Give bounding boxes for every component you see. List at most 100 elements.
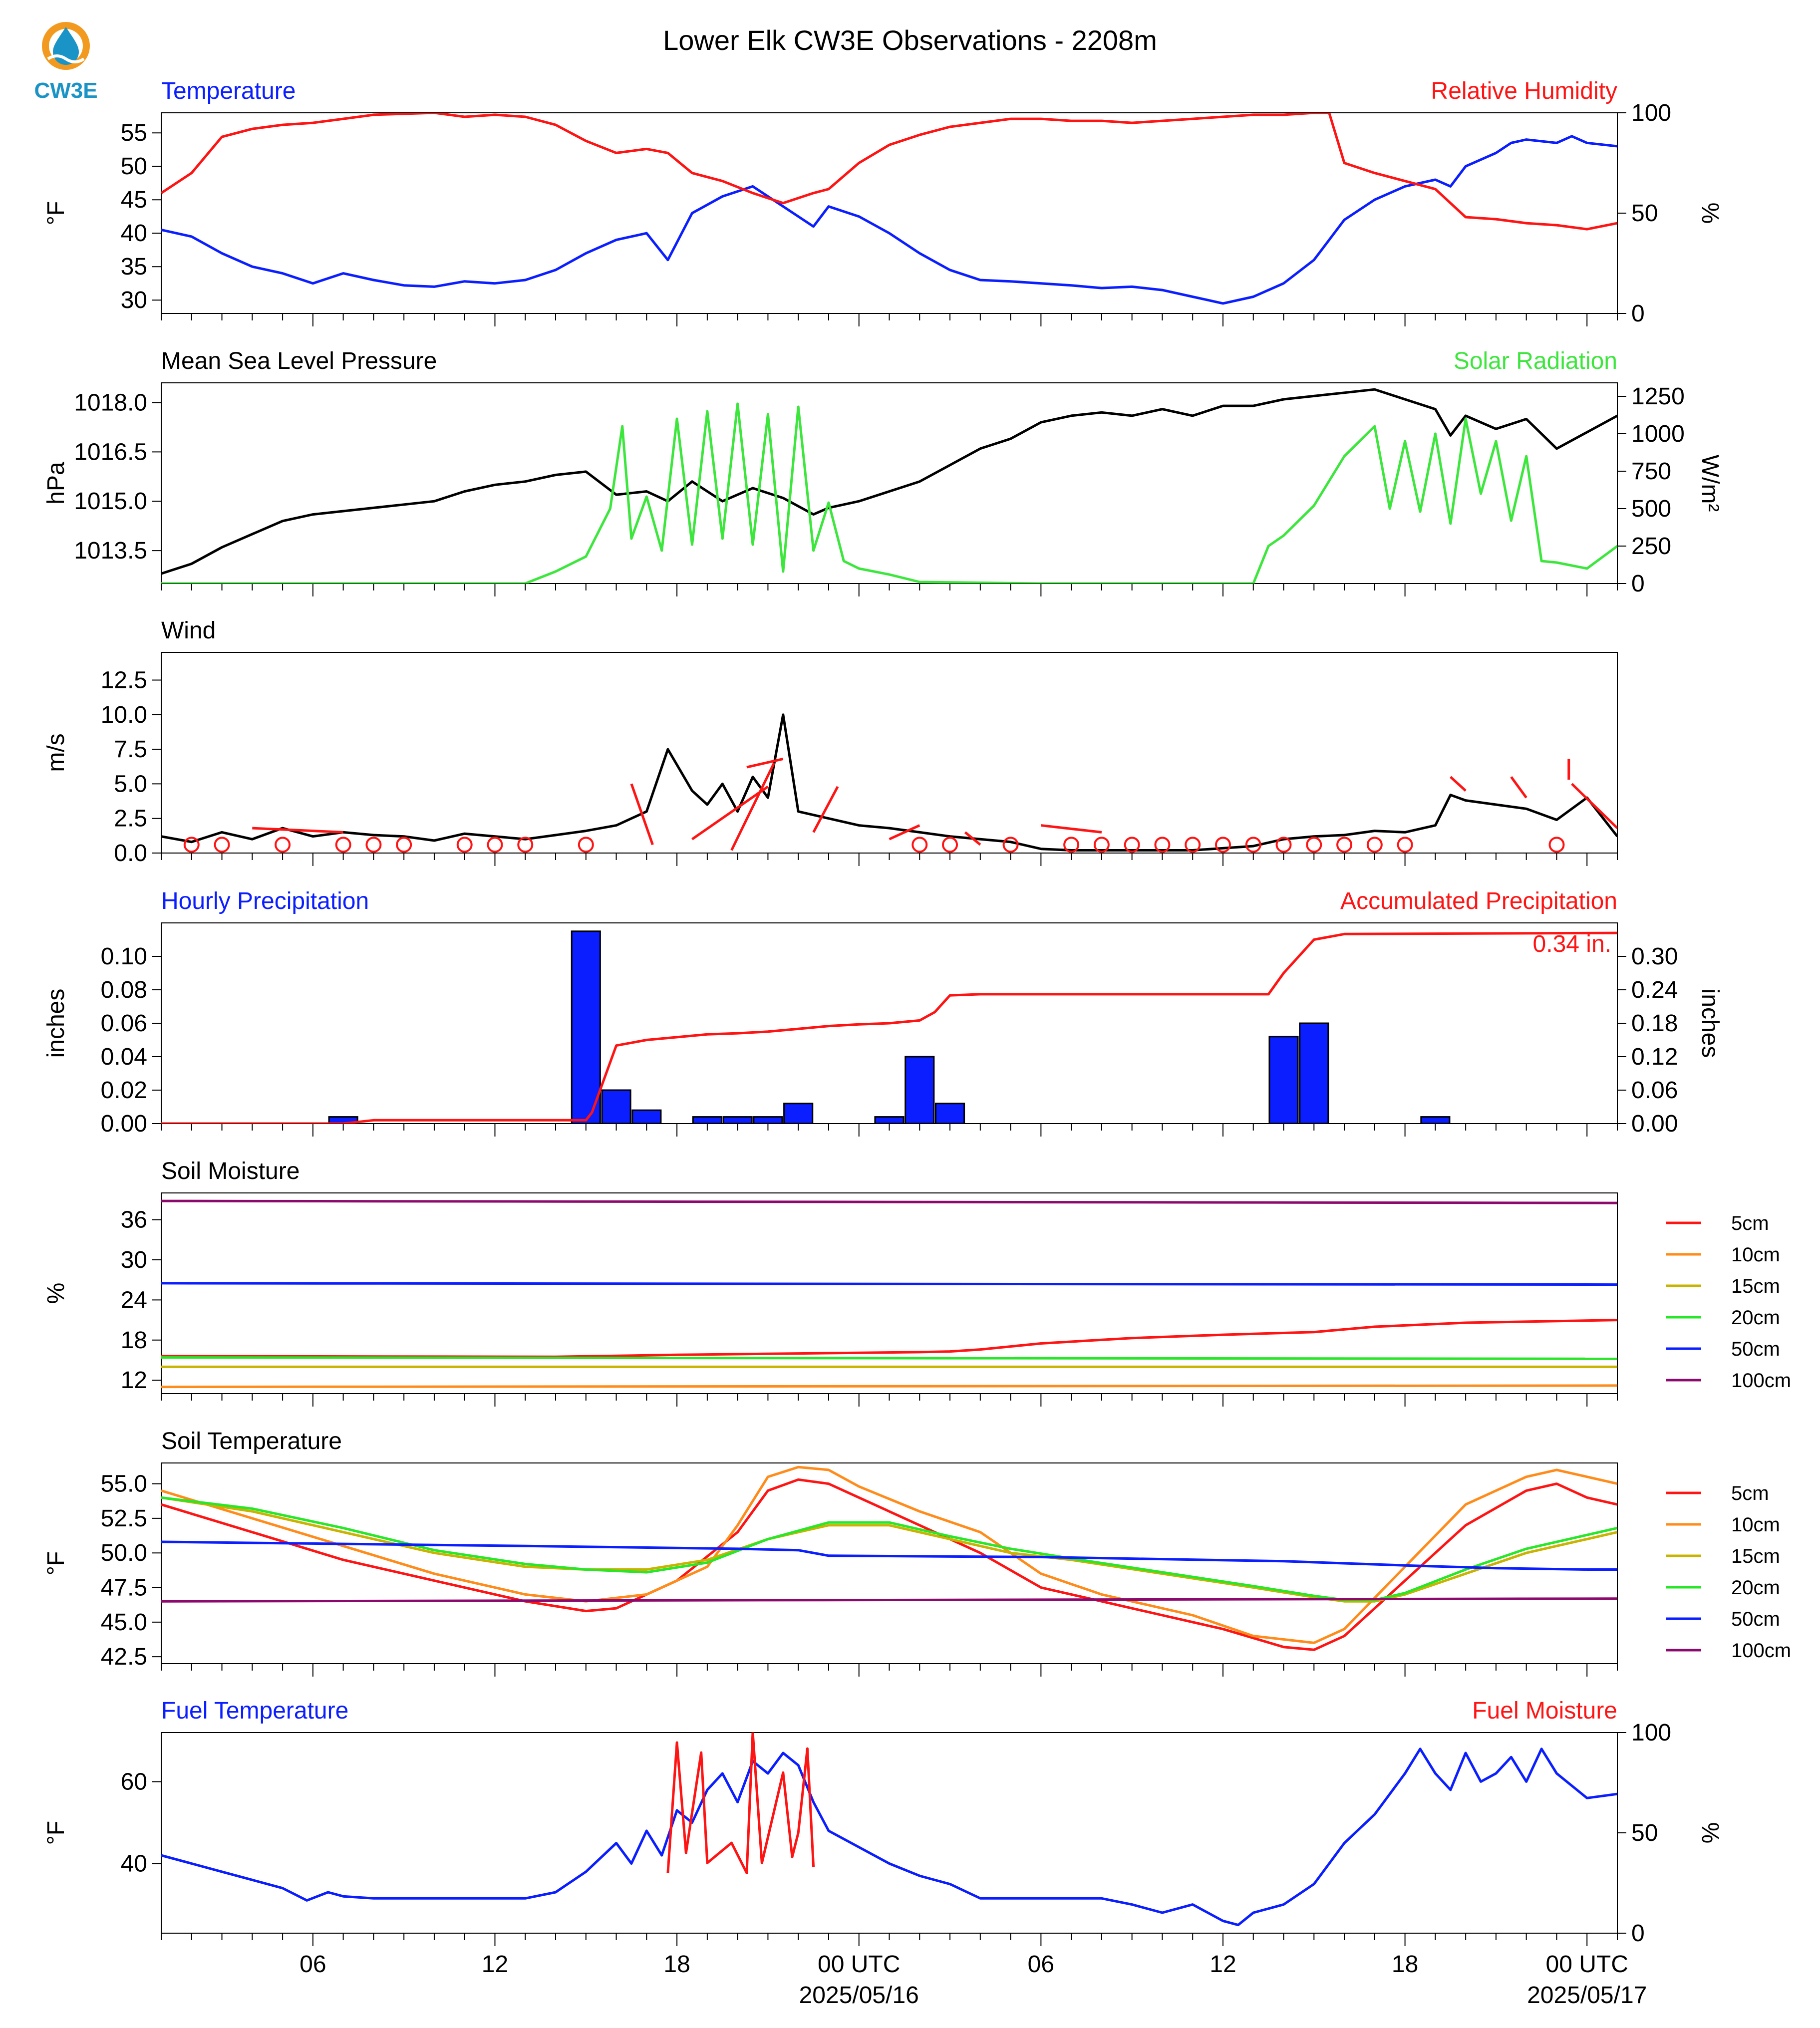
legend-label: 50cm [1731,1338,1780,1360]
y-axis-label: °F [43,1821,69,1845]
panel-title-left: Soil Temperature [161,1428,342,1454]
panel-soil_temp: 42.5 45.0 47.5 50.0 52.5 55.0 Soil Temperature… [43,1428,1791,1677]
wind-calm-marker [456,837,473,853]
y-tick-label: 42.5 [101,1644,147,1670]
series-line-10cm [161,1465,1617,1644]
date-label: 2025/05/17 [1527,1982,1647,2009]
series-line-100cm [161,1597,1617,1603]
wind-barb [691,785,769,841]
plot-area [161,113,1617,305]
legend-label: 100cm [1731,1370,1791,1392]
y-tick-label: 40 [121,220,147,247]
panel-title-left: Hourly Precipitation [161,888,369,914]
y-tick-label: 52.5 [101,1505,147,1532]
y-right-tick-label: 1000 [1631,421,1685,447]
panel-temp_rh: 30 35 40 45 50 55 0 50 100 Temperature Relative Hu… [43,78,1723,327]
y-right-tick-label: 750 [1631,458,1671,485]
y-axis-label: °F [43,1551,69,1576]
wind-barb [730,762,775,851]
precip-bar [631,1109,662,1124]
legend-label: 5cm [1731,1482,1769,1504]
series-line-red [161,931,1617,1124]
y-tick-label: 7.5 [114,736,147,763]
panel-fuel: 40 60 0 50 100 Fuel Temperature Fuel Moisture °… [43,1698,1723,2009]
precip-bar [783,1103,814,1124]
series-line-5cm [161,1319,1617,1358]
y-tick-label: 47.5 [101,1575,147,1601]
y-tick-label: 1018.0 [74,390,147,416]
wind-calm-marker [1154,837,1171,853]
wind-calm-marker [183,837,200,853]
series-line-black [161,713,1617,852]
y-right-tick-label: 100 [1631,100,1671,126]
series-line-green [161,402,1617,583]
wind-barb [1571,783,1617,829]
wind-calm-marker [1548,837,1565,853]
y-tick-label: 1016.5 [74,439,147,465]
y-tick-label: 18 [121,1327,147,1354]
wind-barb [1450,776,1467,792]
series-line-20cm [161,1496,1617,1601]
wind-calm-marker [214,837,230,853]
precip-bar [692,1116,722,1124]
y-right-tick-label: 250 [1631,533,1671,560]
y-tick-label: 1015.0 [74,488,147,515]
plot-area [161,930,1617,1124]
legend: 5cm 10cm 15cm 20cm 50cm 100cm [1666,1482,1791,1662]
panel-title-right: Relative Humidity [1431,78,1617,104]
series-line-blue [161,135,1617,305]
wind-calm-marker [487,837,503,853]
date-label: 2025/05/16 [799,1982,919,2009]
y-tick-label: 12.5 [101,667,147,693]
series-line-50cm [161,1540,1617,1571]
wind-calm-marker [335,837,351,853]
wind-calm-marker [1214,837,1231,853]
panel-title-right: Solar Radiation [1454,348,1617,374]
x-tick-label: 06 [1028,1951,1054,1978]
y-tick-label: 0.0 [114,840,147,867]
y-right-tick-label: 0.06 [1631,1077,1678,1104]
y-axis-label: inches [43,989,69,1058]
x-tick-label: 00 UTC [1546,1951,1628,1978]
plot-area [161,1465,1617,1651]
y-tick-label: 55.0 [101,1471,147,1497]
cw3e-logo: CW3E [34,22,98,103]
y-axis-label: °F [43,201,69,226]
y-right-tick-label: 0 [1631,1920,1645,1947]
accum-annotation: 0.34 in. [1533,931,1611,957]
y-right-tick-label: 500 [1631,496,1671,522]
y-tick-label: 60 [121,1768,147,1795]
y-tick-label: 0.06 [101,1010,147,1037]
legend-label: 10cm [1731,1244,1780,1266]
y-tick-label: 30 [121,287,147,313]
y-right-tick-label: 1250 [1631,383,1685,410]
y-tick-label: 0.10 [101,943,147,970]
wind-calm-marker [1397,837,1413,853]
y-right-axis-label: inches [1697,989,1723,1058]
series-line-red [666,1733,815,1874]
series-line-10cm [161,1384,1617,1389]
series-line-blue [161,1747,1617,1927]
precip-bar [1420,1116,1451,1124]
panel-title-left: Soil Moisture [161,1158,300,1184]
precip-bar [1268,1036,1299,1124]
plot-area [161,1199,1617,1389]
wind-barb [746,758,784,769]
y-right-tick-label: 0.30 [1631,943,1678,970]
y-tick-label: 40 [121,1851,147,1877]
y-right-tick-label: 50 [1631,1820,1658,1846]
figure-title: Lower Elk CW3E Observations - 2208m [663,24,1157,56]
panel-title-right: Fuel Moisture [1472,1698,1617,1724]
y-axis-label: hPa [43,462,69,505]
legend: 5cm 10cm 15cm 20cm 50cm 100cm [1666,1212,1791,1392]
wind-barb [964,831,981,846]
y-tick-label: 35 [121,254,147,280]
y-right-tick-label: 0.00 [1631,1111,1678,1137]
wind-barb [1510,776,1527,799]
precip-bar [753,1116,783,1124]
wind-calm-marker [1366,837,1383,853]
x-tick-label: 00 UTC [818,1951,900,1978]
x-tick-label: 18 [1392,1951,1418,1978]
precip-bar [601,1089,631,1124]
series-line-50cm [161,1282,1617,1286]
